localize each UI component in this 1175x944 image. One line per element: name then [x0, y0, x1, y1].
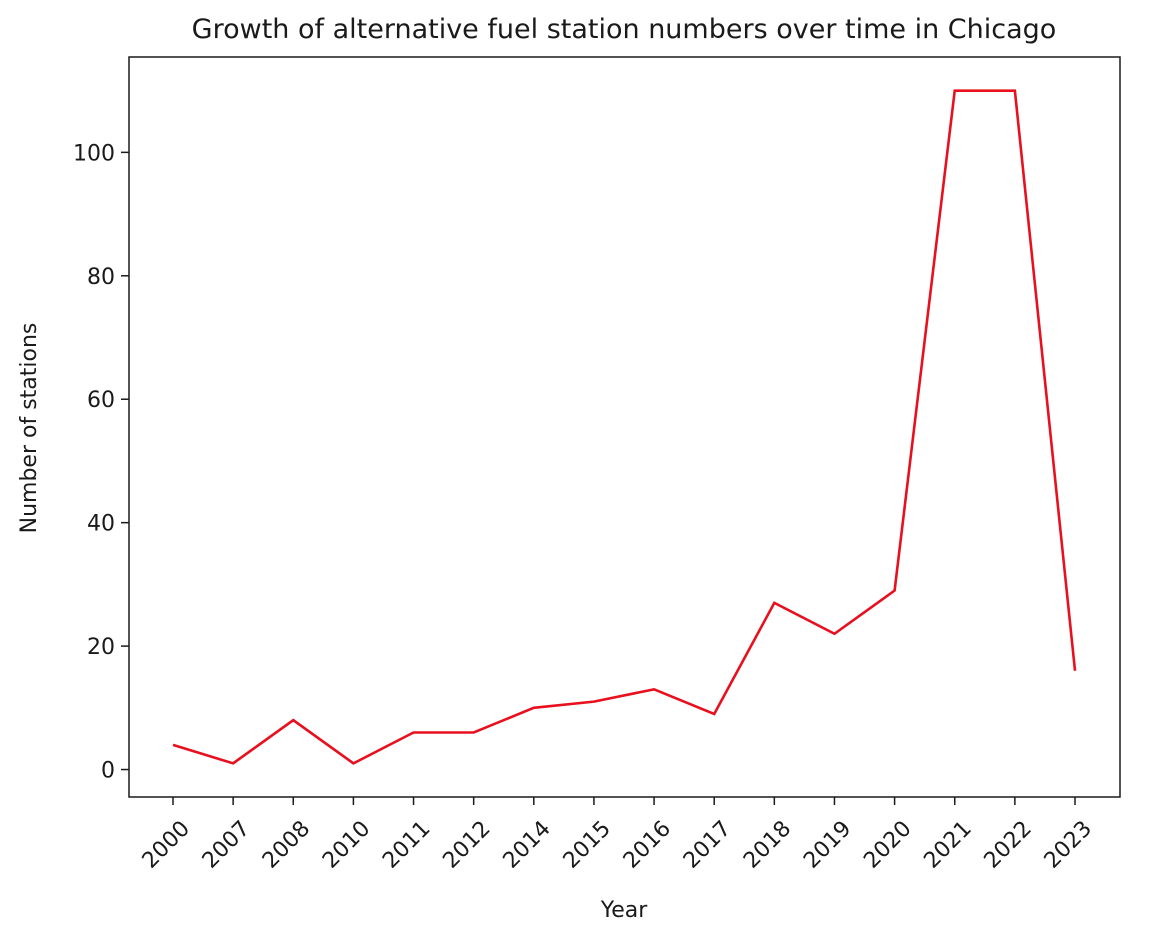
- x-axis: 2000 2007 2008 2010 2011 2012 2014 2015 2016 2017…: [138, 797, 1097, 874]
- x-tick-label: 2020: [859, 816, 916, 873]
- data-point: [292, 719, 294, 721]
- x-tick-label: 2007: [198, 816, 255, 873]
- x-tick-label: 2019: [799, 816, 856, 873]
- x-axis-label: Year: [600, 898, 649, 923]
- data-point: [773, 602, 775, 604]
- x-tick-label: 2021: [919, 816, 976, 873]
- y-tick-label: 20: [87, 635, 115, 660]
- x-tick-label: 2023: [1040, 816, 1097, 873]
- x-tick-label: 2012: [438, 816, 495, 873]
- data-point: [954, 89, 956, 91]
- data-point: [472, 731, 474, 733]
- y-tick-label: 80: [87, 265, 115, 290]
- data-point: [653, 688, 655, 690]
- x-tick-label: 2018: [739, 816, 796, 873]
- x-tick-label: 2008: [258, 816, 315, 873]
- x-tick-label: 2016: [619, 816, 676, 873]
- data-point: [412, 731, 414, 733]
- data-series: [172, 89, 1077, 765]
- y-axis: 0 20 40 60 80 100: [73, 141, 129, 784]
- y-tick-label: 100: [73, 141, 115, 166]
- x-tick-label: 2010: [318, 816, 375, 873]
- series-line: [172, 89, 1077, 765]
- data-point: [1014, 89, 1016, 91]
- x-tick-label: 2011: [378, 816, 435, 873]
- data-point: [352, 762, 354, 764]
- x-tick-label: 2014: [499, 816, 556, 873]
- x-tick-label: 2022: [980, 816, 1037, 873]
- data-point: [893, 589, 895, 591]
- data-point: [833, 633, 835, 635]
- y-axis-label: Number of stations: [17, 323, 42, 534]
- y-tick-label: 60: [87, 388, 115, 413]
- data-point: [172, 744, 174, 746]
- data-point: [713, 713, 715, 715]
- y-tick-label: 0: [101, 759, 115, 784]
- x-tick-label: 2017: [679, 816, 736, 873]
- y-tick-label: 40: [87, 512, 115, 537]
- data-point: [593, 700, 595, 702]
- x-tick-label: 2015: [559, 816, 616, 873]
- data-point: [232, 762, 234, 764]
- data-point: [533, 707, 535, 709]
- chart-title: Growth of alternative fuel station numbe…: [192, 14, 1057, 45]
- plot-area-frame: [128, 56, 1121, 798]
- data-point: [1074, 670, 1076, 672]
- x-tick-label: 2000: [138, 816, 195, 873]
